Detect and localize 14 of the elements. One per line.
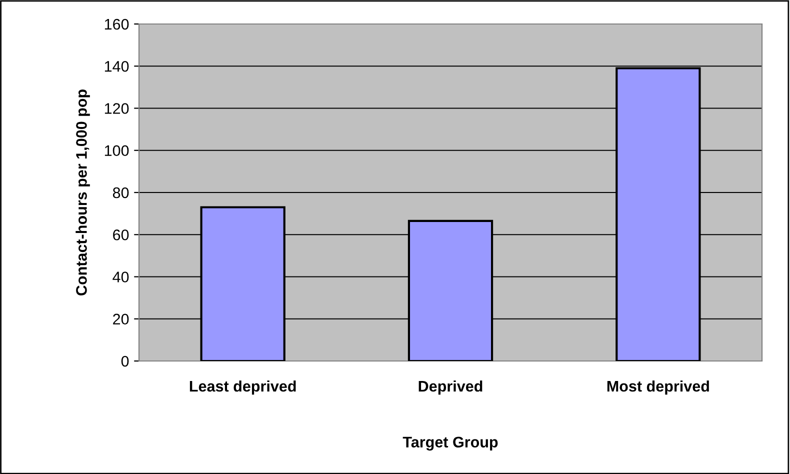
y-tick-label: 100 <box>104 145 129 156</box>
y-tick-label: 20 <box>113 314 129 325</box>
x-axis-title: Target Group <box>402 436 498 451</box>
x-tick-label: Deprived <box>418 380 482 395</box>
y-tick-label: 60 <box>113 229 129 240</box>
y-axis-title: Contact-hours per 1,000 pop <box>76 90 90 296</box>
y-tick-label: 160 <box>104 18 129 30</box>
y-tick-label: 140 <box>104 60 129 72</box>
x-tick-label: Least deprived <box>190 380 296 395</box>
y-tick-label: 80 <box>112 187 129 198</box>
y-tick-label: 40 <box>112 272 129 282</box>
y-tick-label: 120 <box>104 103 129 114</box>
x-tick-label: Most deprived <box>607 380 709 395</box>
y-tick-label: 0 <box>121 356 129 367</box>
